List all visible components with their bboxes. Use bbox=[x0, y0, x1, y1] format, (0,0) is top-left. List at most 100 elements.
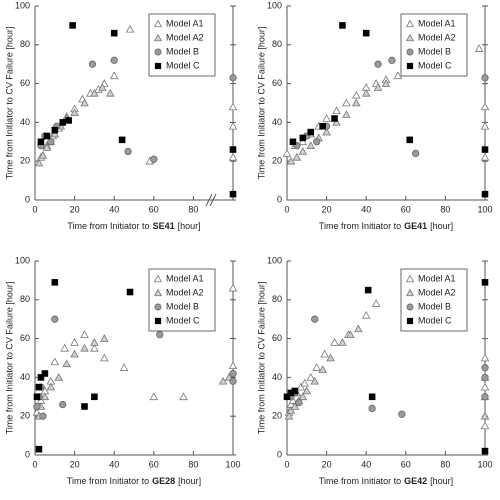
x-axis-label: Time from Initiator to GE42 [hour] bbox=[319, 476, 453, 486]
x-axis-label: Time from Initiator to SE41 [hour] bbox=[67, 221, 200, 231]
x-axis-label-part: [hour] bbox=[430, 476, 453, 486]
marker bbox=[368, 393, 376, 401]
legend-marker bbox=[406, 303, 414, 311]
marker bbox=[361, 88, 371, 97]
marker bbox=[331, 115, 338, 122]
x-axis-label-part: Time from Initiator to bbox=[67, 476, 149, 486]
marker bbox=[38, 150, 48, 159]
marker bbox=[388, 56, 396, 64]
marker bbox=[179, 392, 188, 401]
x-tick-label: 0 bbox=[284, 204, 289, 214]
legend-label: Model C bbox=[166, 60, 200, 70]
legend-marker bbox=[405, 19, 415, 28]
x-axis-label-part: Time from Initiator to bbox=[67, 221, 149, 231]
marker bbox=[65, 117, 72, 124]
marker bbox=[306, 372, 316, 381]
legend-label: Model B bbox=[418, 301, 451, 311]
x-tick-label: 40 bbox=[109, 204, 119, 214]
legend-marker bbox=[406, 48, 414, 56]
x-axis-label-part: [hour] bbox=[430, 221, 453, 231]
marker bbox=[480, 382, 490, 391]
marker bbox=[125, 24, 135, 33]
legend-marker bbox=[154, 62, 162, 70]
legend-label: Model A2 bbox=[166, 287, 204, 297]
marker bbox=[228, 283, 238, 292]
marker bbox=[319, 123, 326, 130]
chart-panel: 0 20 40 60 80 100 0 20 40 60 80 Time from Initiator… bbox=[4, 0, 238, 231]
marker bbox=[480, 411, 490, 420]
y-tick-label: 0 bbox=[25, 449, 30, 459]
marker bbox=[346, 330, 355, 338]
marker bbox=[51, 279, 59, 286]
x-tick-label: 40 bbox=[361, 459, 371, 469]
marker bbox=[481, 373, 489, 382]
marker bbox=[312, 363, 321, 371]
marker bbox=[124, 147, 132, 156]
y-tick-label: 0 bbox=[277, 194, 282, 204]
marker bbox=[119, 363, 129, 371]
x-tick-label: 20 bbox=[70, 459, 80, 469]
x-tick-label: 100 bbox=[225, 459, 240, 469]
legend-label: Model A1 bbox=[166, 273, 204, 283]
y-tick-label: 60 bbox=[272, 333, 282, 343]
x-tick-label: 60 bbox=[401, 459, 411, 469]
legend-marker bbox=[405, 33, 415, 42]
marker bbox=[37, 138, 45, 146]
x-axis-label-part: GE41 bbox=[404, 221, 427, 231]
y-tick-label: 40 bbox=[20, 117, 30, 127]
x-axis-label-part: GE28 bbox=[152, 476, 175, 486]
x-axis-label-part: GE42 bbox=[404, 476, 427, 486]
legend-label: Model A1 bbox=[418, 18, 456, 28]
y-tick-label: 80 bbox=[20, 39, 30, 49]
marker bbox=[59, 400, 67, 409]
x-axis-label-part: Time from Initiator to bbox=[319, 221, 401, 231]
marker bbox=[40, 392, 50, 401]
y-tick-label: 100 bbox=[267, 0, 282, 10]
legend-marker bbox=[405, 274, 415, 283]
x-tick-label: 80 bbox=[188, 204, 198, 214]
marker bbox=[311, 315, 319, 323]
marker bbox=[474, 44, 484, 52]
marker bbox=[298, 137, 308, 146]
legend-label: Model A1 bbox=[418, 273, 456, 283]
x-tick-label: 100 bbox=[477, 204, 492, 214]
marker bbox=[393, 71, 403, 80]
marker bbox=[481, 393, 489, 401]
legend-marker bbox=[405, 288, 415, 297]
y-tick-label: 20 bbox=[20, 411, 30, 421]
marker bbox=[81, 403, 88, 410]
marker bbox=[291, 387, 299, 395]
marker bbox=[229, 74, 237, 82]
marker bbox=[332, 117, 341, 126]
legend-label: Model C bbox=[418, 60, 452, 70]
marker bbox=[54, 372, 64, 381]
marker bbox=[289, 138, 297, 146]
marker bbox=[412, 149, 420, 158]
marker bbox=[300, 378, 310, 387]
marker bbox=[126, 288, 134, 296]
marker bbox=[60, 343, 69, 352]
marker bbox=[46, 382, 56, 391]
y-tick-label: 60 bbox=[20, 333, 30, 343]
marker bbox=[322, 127, 331, 136]
marker bbox=[41, 370, 49, 377]
marker bbox=[156, 331, 164, 339]
y-tick-label: 0 bbox=[277, 449, 282, 459]
marker bbox=[292, 152, 302, 161]
x-tick-label: 60 bbox=[401, 204, 411, 214]
marker bbox=[80, 343, 89, 352]
marker bbox=[62, 359, 71, 368]
marker bbox=[296, 382, 306, 391]
y-tick-label: 20 bbox=[272, 411, 282, 421]
marker bbox=[330, 338, 339, 346]
y-tick-label: 40 bbox=[272, 372, 282, 382]
legend-label: Model B bbox=[166, 301, 199, 311]
x-tick-label: 40 bbox=[361, 204, 371, 214]
legend-label: Model B bbox=[418, 46, 451, 56]
marker bbox=[307, 128, 315, 136]
marker bbox=[98, 83, 107, 91]
y-tick-label: 100 bbox=[267, 255, 282, 265]
marker bbox=[406, 136, 414, 144]
marker bbox=[306, 141, 316, 149]
marker bbox=[352, 98, 361, 107]
